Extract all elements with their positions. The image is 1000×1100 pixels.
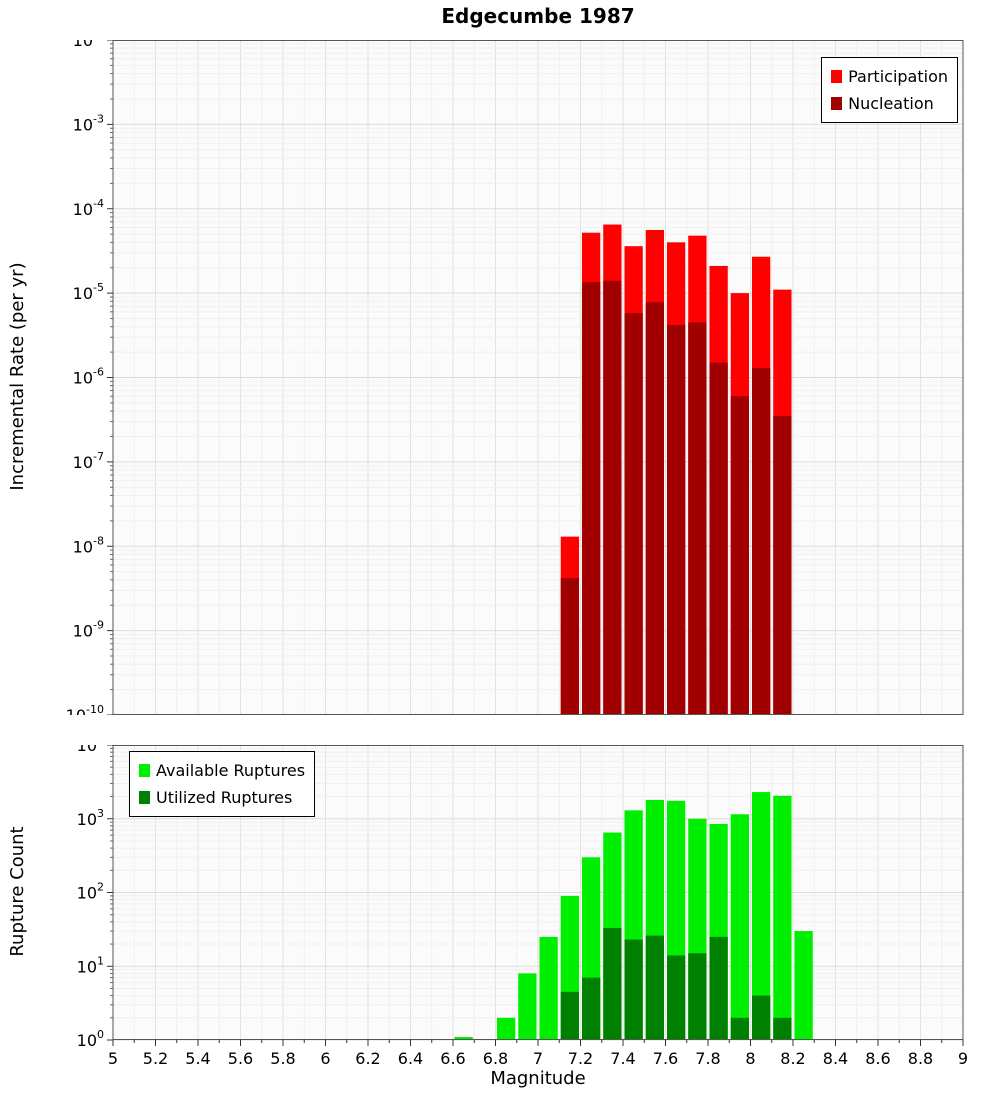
svg-text:7.6: 7.6 <box>653 1049 678 1068</box>
svg-text:7.2: 7.2 <box>568 1049 593 1068</box>
bar <box>560 991 580 1040</box>
nucleation-bars <box>560 280 792 715</box>
legend-label: Utilized Ruptures <box>156 788 293 807</box>
svg-text:10-4: 10-4 <box>73 197 104 219</box>
svg-text:10-7: 10-7 <box>73 450 104 472</box>
svg-text:10-10: 10-10 <box>66 703 104 715</box>
bar <box>581 282 601 715</box>
bar <box>794 931 813 1040</box>
bar <box>454 1037 473 1040</box>
legend-item-available-ruptures: Available Ruptures <box>139 757 305 784</box>
bar <box>496 1017 516 1040</box>
svg-text:10-3: 10-3 <box>73 112 104 134</box>
bar <box>539 936 558 1040</box>
svg-text:7.4: 7.4 <box>610 1049 635 1068</box>
svg-text:8.2: 8.2 <box>780 1049 805 1068</box>
svg-text:104: 104 <box>77 745 104 755</box>
bar <box>645 935 665 1040</box>
legend-label: Available Ruptures <box>156 761 306 780</box>
bar <box>688 953 707 1040</box>
y-axis-ticks: 10-2 10-3 10-4 10-5 10-6 10-7 10-8 10-9 10-10 <box>66 40 113 715</box>
bar <box>581 977 601 1040</box>
legend-label: Nucleation <box>848 94 934 113</box>
legend-item-participation: Participation <box>831 63 948 90</box>
bar <box>645 302 665 715</box>
bar <box>709 936 728 1040</box>
bar <box>603 928 622 1040</box>
bar <box>624 313 643 715</box>
legend-item-nucleation: Nucleation <box>831 90 948 117</box>
bar <box>751 995 771 1040</box>
svg-text:5.2: 5.2 <box>143 1049 168 1068</box>
legend-label: Participation <box>848 67 948 86</box>
x-axis-ticks: 5 5.2 5.4 5.6 5.8 6 6.2 6.4 6.6 6.8 7 7.2 7.4 7.6 7.8 8… <box>108 1040 968 1068</box>
svg-text:8.6: 8.6 <box>865 1049 890 1068</box>
y-axis-ticks: 104 103 102 101 100 <box>77 745 113 1050</box>
svg-text:10-8: 10-8 <box>73 534 104 556</box>
bar <box>773 1017 792 1040</box>
svg-text:5: 5 <box>108 1049 118 1068</box>
bar <box>603 280 622 715</box>
bar <box>666 324 686 715</box>
svg-text:6.2: 6.2 <box>355 1049 380 1068</box>
bar <box>688 322 707 715</box>
bar <box>730 1017 750 1040</box>
bar <box>773 415 792 715</box>
bar <box>560 578 580 715</box>
count-legend: Available Ruptures Utilized Ruptures <box>129 751 316 817</box>
available-ruptures-swatch-icon <box>139 764 150 777</box>
utilized-ruptures-swatch-icon <box>139 791 150 804</box>
svg-text:7.8: 7.8 <box>695 1049 720 1068</box>
nucleation-swatch-icon <box>831 97 843 110</box>
bar <box>773 795 792 1040</box>
svg-text:100: 100 <box>77 1028 104 1050</box>
svg-text:9: 9 <box>958 1049 968 1068</box>
svg-text:103: 103 <box>77 807 104 829</box>
svg-text:10-5: 10-5 <box>73 281 104 303</box>
svg-text:5.8: 5.8 <box>270 1049 295 1068</box>
gridlines <box>112 745 964 1041</box>
utilized-ruptures-bars <box>560 928 792 1040</box>
svg-text:8: 8 <box>745 1049 755 1068</box>
svg-text:5.6: 5.6 <box>228 1049 253 1068</box>
bar <box>709 362 728 715</box>
svg-text:8.8: 8.8 <box>908 1049 933 1068</box>
svg-text:101: 101 <box>77 954 104 976</box>
chart-title: Edgecumbe 1987 <box>441 4 635 28</box>
bar <box>666 955 686 1040</box>
x-axis-label: Magnitude <box>490 1068 586 1089</box>
svg-text:6.6: 6.6 <box>440 1049 465 1068</box>
svg-text:6.8: 6.8 <box>483 1049 508 1068</box>
svg-text:6: 6 <box>320 1049 330 1068</box>
bar <box>751 792 771 1040</box>
svg-text:8.4: 8.4 <box>823 1049 848 1068</box>
gridlines <box>112 40 964 715</box>
svg-text:10-9: 10-9 <box>73 619 104 641</box>
rate-chart-canvas: 10-2 10-3 10-4 10-5 10-6 10-7 10-8 10-9 10-10 <box>66 40 964 715</box>
bar <box>624 939 643 1040</box>
bar <box>730 396 750 715</box>
bar <box>730 814 750 1040</box>
legend-item-utilized-ruptures: Utilized Ruptures <box>139 784 305 811</box>
svg-text:5.4: 5.4 <box>185 1049 210 1068</box>
bar <box>518 973 537 1040</box>
svg-text:6.4: 6.4 <box>398 1049 423 1068</box>
participation-swatch-icon <box>831 70 843 83</box>
svg-text:10-2: 10-2 <box>73 40 104 50</box>
svg-text:7: 7 <box>533 1049 543 1068</box>
rate-legend: Participation Nucleation <box>821 57 958 123</box>
bar <box>751 367 771 715</box>
svg-text:10-6: 10-6 <box>73 366 104 388</box>
svg-text:102: 102 <box>77 881 104 903</box>
